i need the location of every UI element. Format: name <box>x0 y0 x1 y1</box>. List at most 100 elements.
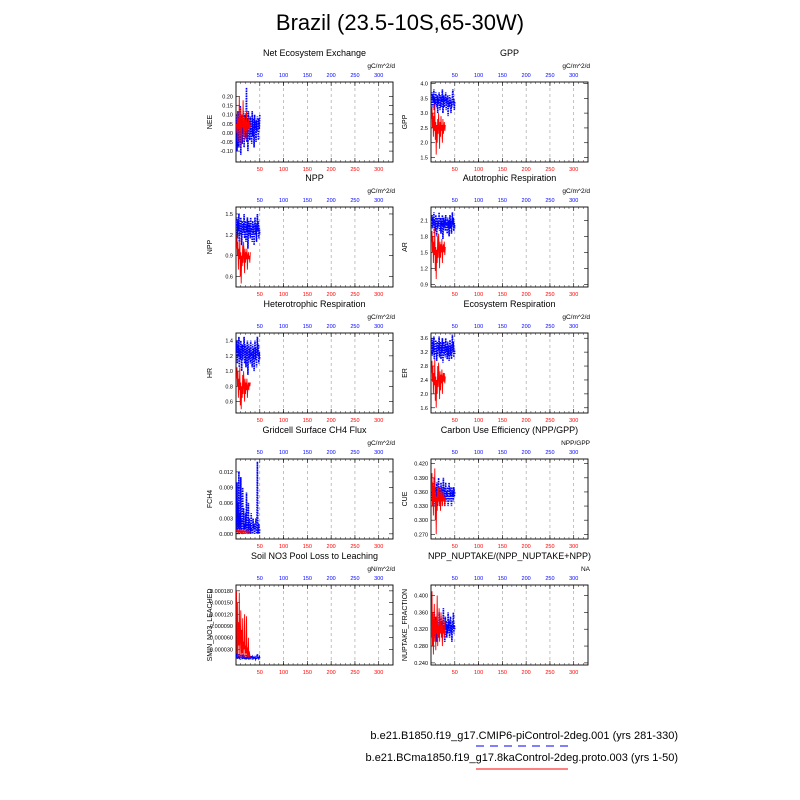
series-line-8ka <box>431 468 446 535</box>
x-tick-label-top: 200 <box>327 73 336 79</box>
x-tick-label-top: 150 <box>303 450 312 456</box>
x-tick-label-top: 100 <box>279 73 288 79</box>
x-tick-label-top: 100 <box>474 450 483 456</box>
x-tick-label-top: 50 <box>452 450 458 456</box>
x-tick-label-top: 200 <box>327 450 336 456</box>
y-tick-label: 4.0 <box>420 81 428 87</box>
y-tick-label: 0.006 <box>219 501 233 507</box>
x-tick-label-top: 100 <box>474 198 483 204</box>
y-tick-label: 0.20 <box>222 95 233 101</box>
series-line-control <box>235 461 261 534</box>
y-tick-label: 1.6 <box>420 406 428 412</box>
y-axis-label: FCH4 <box>207 490 214 508</box>
y-tick-label: 0.000060 <box>210 636 233 642</box>
series-line-control <box>235 213 261 249</box>
x-tick-label-top: 50 <box>452 198 458 204</box>
y-axis-label: NUPTAKE_FRACTION <box>402 589 409 661</box>
x-tick-label-bottom: 150 <box>303 418 312 424</box>
y-axis-label: NPP <box>207 239 214 254</box>
y-tick-label: 3.6 <box>420 336 428 342</box>
y-tick-label: 0.05 <box>222 122 233 128</box>
y-tick-label: 0.000 <box>219 532 233 538</box>
y-axis-label: NEE <box>207 114 214 129</box>
x-tick-label-bottom: 150 <box>303 292 312 298</box>
x-tick-label-bottom: 300 <box>569 167 578 173</box>
y-tick-label: 0.000150 <box>210 601 233 607</box>
plot-frame <box>235 332 394 414</box>
x-tick-label-top: 250 <box>545 324 554 330</box>
y-tick-label: 0.15 <box>222 104 233 110</box>
y-axis-label: AR <box>402 242 409 252</box>
panel-3 <box>235 206 394 288</box>
x-tick-label-bottom: 100 <box>279 544 288 550</box>
x-tick-label-bottom: 300 <box>374 544 383 550</box>
x-tick-label-top: 300 <box>569 73 578 79</box>
x-tick-label-top: 200 <box>327 324 336 330</box>
x-tick-label-top: 250 <box>545 198 554 204</box>
x-tick-label-bottom: 50 <box>257 544 263 550</box>
x-tick-label-top: 150 <box>303 576 312 582</box>
y-tick-label: 2.5 <box>420 126 428 132</box>
series-line-control <box>430 334 456 363</box>
x-tick-label-top: 300 <box>374 198 383 204</box>
series-line-8ka <box>431 359 446 408</box>
x-tick-label-top: 200 <box>522 450 531 456</box>
x-tick-label-bottom: 300 <box>374 292 383 298</box>
x-tick-label-bottom: 100 <box>279 670 288 676</box>
series-line-8ka <box>431 228 446 280</box>
x-tick-label-bottom: 250 <box>350 167 359 173</box>
x-tick-label-top: 250 <box>545 73 554 79</box>
plot-frame <box>430 206 589 288</box>
x-tick-label-top: 100 <box>279 198 288 204</box>
x-tick-label-bottom: 50 <box>257 670 263 676</box>
series-line-8ka <box>236 367 251 410</box>
series-line-8ka <box>431 104 446 155</box>
x-tick-label-top: 100 <box>474 576 483 582</box>
y-tick-label: 0.000180 <box>210 589 233 595</box>
y-tick-label: 0.000030 <box>210 647 233 653</box>
y-tick-label: 1.2 <box>420 266 428 272</box>
y-tick-label: 1.5 <box>420 156 428 162</box>
x-tick-label-bottom: 100 <box>474 167 483 173</box>
legend-label-control: b.e21.B1850.f19_g17.CMIP6-piControl-2deg… <box>370 730 678 742</box>
series-line-8ka <box>236 234 251 284</box>
plot-frame <box>235 81 394 163</box>
series-line-8ka <box>236 529 251 535</box>
plot-frame <box>430 584 589 666</box>
x-tick-label-top: 50 <box>257 324 263 330</box>
x-tick-label-bottom: 300 <box>569 544 578 550</box>
y-tick-label: 0.9 <box>420 282 428 288</box>
x-tick-label-bottom: 50 <box>452 670 458 676</box>
y-tick-label: 0.400 <box>414 594 428 600</box>
x-tick-label-bottom: 150 <box>303 670 312 676</box>
y-tick-label: 0.012 <box>219 470 233 476</box>
y-tick-label: 1.8 <box>420 234 428 240</box>
y-tick-label: 3.5 <box>420 96 428 102</box>
x-tick-label-bottom: 50 <box>452 418 458 424</box>
x-tick-label-bottom: 50 <box>257 418 263 424</box>
series-line-8ka <box>431 591 446 655</box>
series-line-8ka <box>236 590 251 659</box>
panel-title: Carbon Use Efficiency (NPP/GPP) <box>441 425 578 435</box>
x-tick-label-bottom: 250 <box>545 167 554 173</box>
panel-title: Heterotrophic Respiration <box>263 299 365 309</box>
panel-units: gC/m^2/d <box>562 314 590 321</box>
x-tick-label-bottom: 300 <box>569 670 578 676</box>
x-tick-label-bottom: 100 <box>279 167 288 173</box>
x-tick-label-bottom: 150 <box>498 544 507 550</box>
x-tick-label-top: 250 <box>545 450 554 456</box>
x-tick-label-top: 150 <box>498 576 507 582</box>
x-tick-label-bottom: 200 <box>522 544 531 550</box>
x-tick-label-bottom: 200 <box>327 292 336 298</box>
x-tick-label-top: 150 <box>303 324 312 330</box>
x-tick-label-bottom: 250 <box>545 292 554 298</box>
x-tick-label-top: 100 <box>474 73 483 79</box>
y-tick-label: 0.10 <box>222 113 233 119</box>
y-axis-label: SMIN_NO3_LEACHED <box>207 589 214 662</box>
x-tick-label-bottom: 300 <box>374 167 383 173</box>
y-tick-label: 0.6 <box>225 400 233 406</box>
y-tick-label: 0.330 <box>414 504 428 510</box>
panel-1 <box>235 81 394 163</box>
y-tick-label: 0.320 <box>414 627 428 633</box>
x-tick-label-bottom: 200 <box>327 418 336 424</box>
